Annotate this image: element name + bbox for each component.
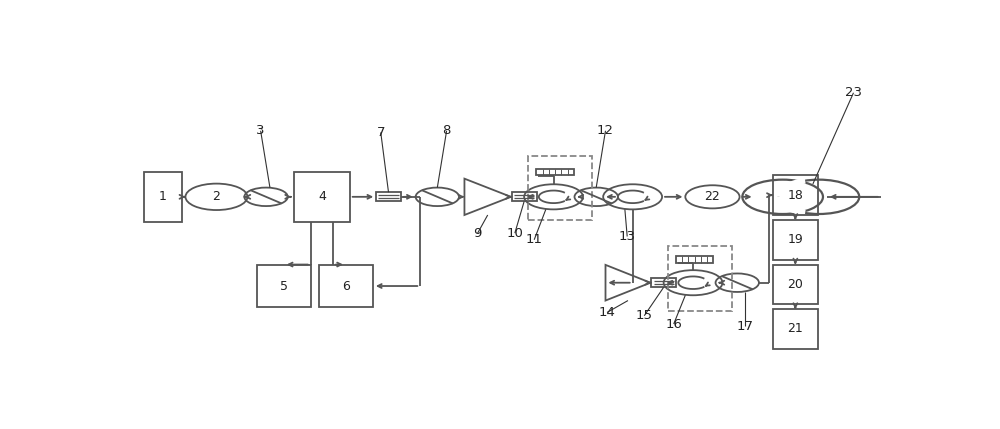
Circle shape	[742, 180, 823, 214]
Bar	[257, 265, 311, 308]
Text: 11: 11	[526, 233, 543, 246]
Text: 9: 9	[473, 227, 482, 240]
Bar	[294, 172, 350, 222]
Bar	[773, 175, 818, 215]
Text: 21: 21	[788, 323, 803, 335]
Text: 18: 18	[787, 189, 803, 202]
Bar	[536, 169, 574, 175]
Bar	[512, 192, 537, 202]
Text: 5: 5	[280, 280, 288, 293]
Circle shape	[779, 180, 859, 214]
Bar	[773, 265, 818, 304]
Text: 4: 4	[318, 190, 326, 203]
Text: 12: 12	[597, 124, 614, 137]
Bar	[144, 172, 182, 222]
Text: 16: 16	[665, 317, 682, 330]
Text: 2: 2	[213, 190, 220, 203]
Text: 3: 3	[256, 124, 265, 137]
Text: 23: 23	[845, 86, 862, 99]
Bar	[319, 265, 373, 308]
Bar	[668, 246, 732, 311]
Bar	[651, 278, 676, 287]
Text: 14: 14	[599, 306, 615, 319]
Bar	[773, 309, 818, 349]
Text: 17: 17	[736, 320, 754, 333]
Bar	[773, 220, 818, 260]
Text: 8: 8	[442, 124, 451, 137]
Bar	[676, 256, 713, 263]
Bar	[376, 192, 401, 202]
Text: 19: 19	[788, 233, 803, 246]
Bar	[528, 156, 592, 220]
Text: 10: 10	[506, 227, 523, 240]
Text: 1: 1	[159, 190, 167, 203]
Text: 7: 7	[376, 126, 385, 139]
Text: 6: 6	[342, 280, 350, 293]
Text: 15: 15	[636, 309, 653, 322]
Text: 22: 22	[705, 190, 720, 203]
Text: 13: 13	[619, 230, 636, 243]
Text: 20: 20	[787, 278, 803, 291]
